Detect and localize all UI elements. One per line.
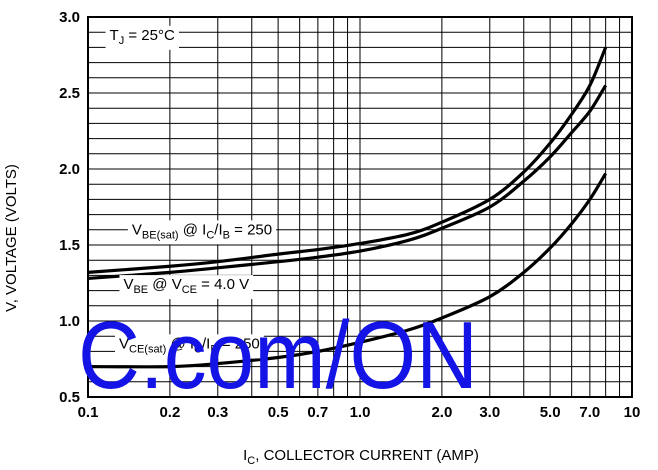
x-tick-label: 0.7 [307, 404, 328, 421]
plot-frame [87, 16, 633, 398]
annotation-subscript: C [206, 229, 214, 241]
y-tick-label: 2.5 [59, 85, 80, 102]
x-axis-label-subscript: C [247, 455, 255, 467]
x-tick-label: 0.1 [78, 404, 99, 421]
y-tick-label: 1.5 [59, 237, 80, 254]
x-tick-label: 2.0 [431, 404, 452, 421]
annotation-subscript: J [119, 35, 125, 47]
annotation-background [105, 25, 179, 50]
x-tick-label: 0.5 [268, 404, 289, 421]
x-tick-label: 7.0 [579, 404, 600, 421]
annotation-text: VCE(sat) @ IC/IB = 250 [119, 335, 260, 355]
annotation-part: T [110, 27, 119, 44]
x-axis-label-part: I [243, 447, 247, 464]
x-tick-label: 5.0 [540, 404, 561, 421]
annotation-vbe-on-label: VBE @ VCE = 4.0 V [119, 275, 254, 300]
series-line-vbe-sat [87, 46, 608, 274]
y-axis-label: V, VOLTAGE (VOLTS) [3, 164, 20, 312]
annotation-vbe-sat-label: VBE(sat) @ IC/IB = 250 [127, 220, 277, 245]
x-tick-label: 0.3 [207, 404, 228, 421]
annotation-part: = 4.0 V [197, 276, 249, 293]
x-tick-label: 1.0 [350, 404, 371, 421]
annotation-subscript: BE [133, 284, 148, 296]
y-tick-label: 2.0 [59, 161, 80, 178]
annotation-part: @ I [179, 221, 207, 238]
plot-border [87, 16, 633, 398]
annotation-text: VBE(sat) @ IC/IB = 250 [132, 221, 272, 241]
y-tick-label: 0.5 [59, 389, 80, 406]
annotation-part: @ I [166, 335, 194, 352]
x-tick-label: 3.0 [479, 404, 500, 421]
x-tick-label: 10 [624, 404, 641, 421]
annotation-background [127, 220, 277, 245]
annotation-part: V [123, 276, 133, 293]
y-tick-label: 1.0 [59, 313, 80, 330]
annotation-part: /I [202, 335, 210, 352]
annotation-subscript: C [194, 343, 202, 355]
series-lines [87, 46, 608, 369]
annotation-subscript: B [210, 343, 217, 355]
x-tick-label: 0.2 [159, 404, 180, 421]
annotation-text: VBE @ VCE = 4.0 V [123, 276, 249, 296]
annotation-text: TJ = 25°C [110, 27, 175, 47]
annotation-subscript: CE [182, 284, 197, 296]
annotation-vce-sat-label: VCE(sat) @ IC/IB = 250 [114, 334, 264, 359]
annotation-part: = 250 [230, 221, 272, 238]
y-tick-label: 3.0 [59, 9, 80, 26]
annotation-part: V [119, 335, 129, 352]
annotation-background [114, 334, 264, 359]
series-line-vbe-on [87, 84, 608, 281]
annotation-background [119, 275, 254, 300]
series-line-vce-sat [87, 172, 608, 369]
annotation-part: V [132, 221, 142, 238]
annotation-subscript: CE(sat) [129, 343, 166, 355]
x-axis-label-part: , COLLECTOR CURRENT (AMP) [255, 447, 479, 464]
annotation-subscript: B [223, 229, 230, 241]
watermark-text: C.com/ON [78, 302, 478, 409]
annotation-part: = 250 [218, 335, 260, 352]
annotation-part: /I [214, 221, 222, 238]
tick-labels: 0.1 0.2 0.3 0.5 0.7 1.0 2.0 3.0 5.0 7.0 10 0.5 1.0 1.… [59, 9, 640, 421]
x-axis-label: IC, COLLECTOR CURRENT (AMP) [243, 447, 479, 467]
annotation-tj: TJ = 25°C [105, 25, 179, 50]
annotation-subscript: BE(sat) [142, 229, 179, 241]
annotation-part: @ V [148, 276, 182, 293]
annotation-part: = 25°C [124, 27, 175, 44]
